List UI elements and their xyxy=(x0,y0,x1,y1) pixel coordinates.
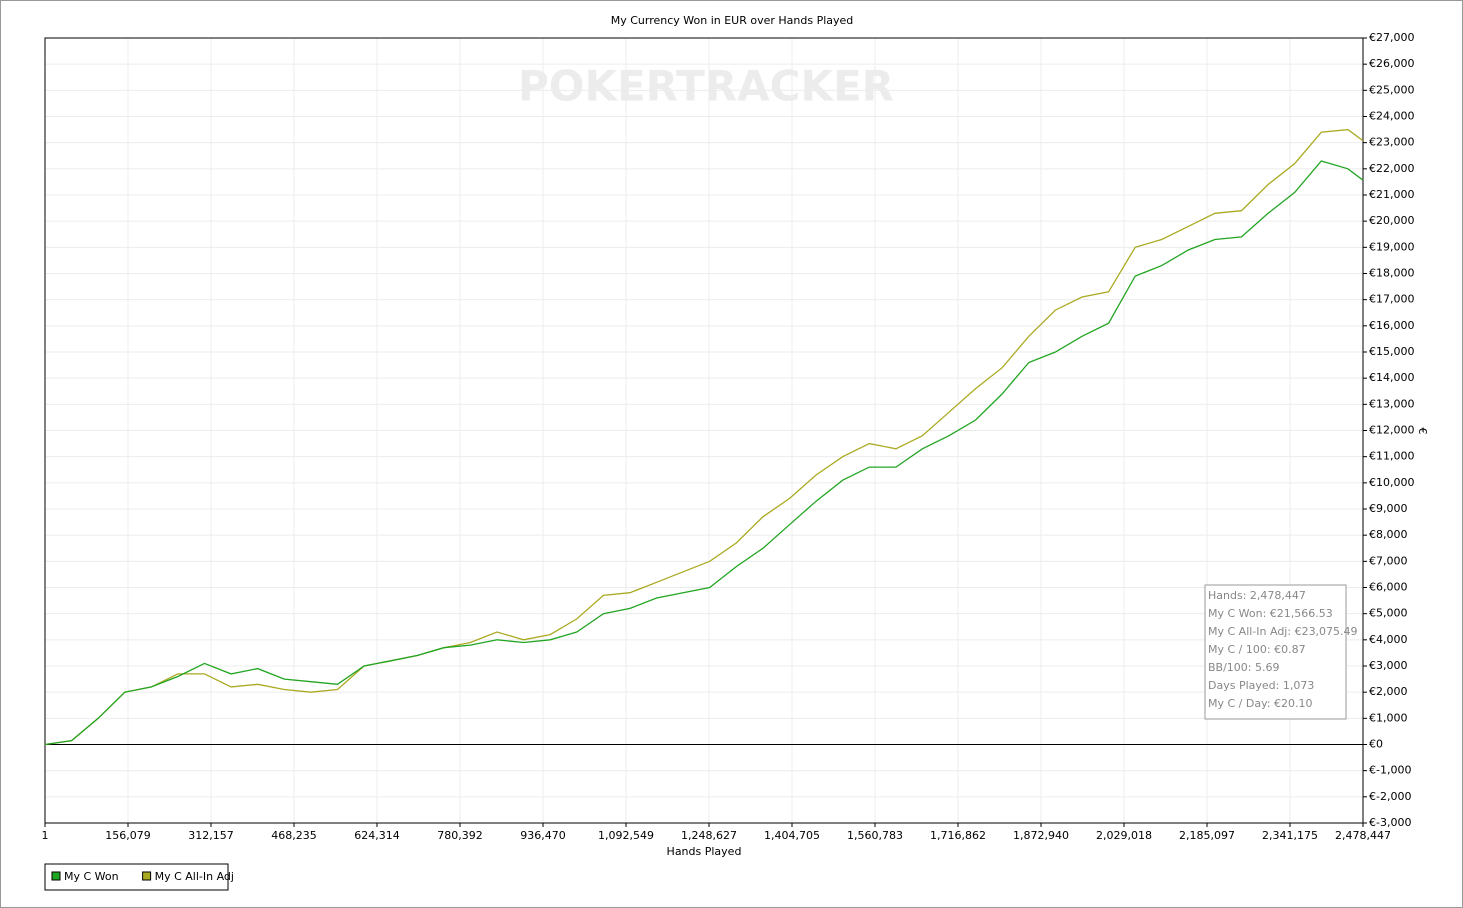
y-tick-label: €18,000 xyxy=(1369,267,1415,280)
y-tick-label: €17,000 xyxy=(1369,293,1415,306)
x-tick-label: 2,341,175 xyxy=(1262,829,1318,842)
legend-swatch xyxy=(142,871,152,881)
y-tick-label: €20,000 xyxy=(1369,214,1415,227)
plot-area xyxy=(44,37,1364,824)
legend xyxy=(44,863,229,891)
stat-line: BB/100: 5.69 xyxy=(1208,661,1280,674)
y-tick-label: €10,000 xyxy=(1369,476,1415,489)
stat-line: My C All-In Adj: €23,075.49 xyxy=(1208,625,1358,638)
x-tick-label: 156,079 xyxy=(105,829,151,842)
y-tick-label: €-2,000 xyxy=(1369,790,1411,803)
legend-label: My C All-In Adj xyxy=(155,870,234,883)
y-tick-label: €14,000 xyxy=(1369,371,1415,384)
y-tick-label: €1,000 xyxy=(1369,711,1408,724)
legend-swatch xyxy=(51,871,61,881)
y-tick-label: €7,000 xyxy=(1369,554,1408,567)
x-tick-label: 1,872,940 xyxy=(1013,829,1069,842)
y-tick-label: €15,000 xyxy=(1369,345,1415,358)
stat-line: Hands: 2,478,447 xyxy=(1208,589,1306,602)
y-tick-label: €13,000 xyxy=(1369,397,1415,410)
x-tick-label: 468,235 xyxy=(271,829,317,842)
series-line xyxy=(44,160,1364,746)
y-tick-label: €-3,000 xyxy=(1369,816,1411,829)
y-tick-label: €27,000 xyxy=(1369,31,1415,44)
y-tick-label: €12,000 xyxy=(1369,424,1415,437)
stats-box xyxy=(1204,584,1347,720)
y-tick-label: €0 xyxy=(1369,738,1383,751)
y-tick-label: €16,000 xyxy=(1369,319,1415,332)
stat-line: My C / 100: €0.87 xyxy=(1208,643,1306,656)
y-tick-label: €26,000 xyxy=(1369,57,1415,70)
y-tick-label: €8,000 xyxy=(1369,528,1408,541)
y-tick-label: €-1,000 xyxy=(1369,764,1411,777)
series-line xyxy=(44,128,1364,746)
y-tick-label: €4,000 xyxy=(1369,633,1408,646)
legend-label: My C Won xyxy=(64,870,119,883)
y-tick-label: €25,000 xyxy=(1369,83,1415,96)
y-tick-label: €11,000 xyxy=(1369,450,1415,463)
y-tick-label: €19,000 xyxy=(1369,240,1415,253)
stat-line: My C / Day: €20.10 xyxy=(1208,697,1313,710)
y-tick-label: €5,000 xyxy=(1369,607,1408,620)
x-axis-label: Hands Played xyxy=(667,845,742,858)
y-tick-label: €22,000 xyxy=(1369,162,1415,175)
stat-line: Days Played: 1,073 xyxy=(1208,679,1314,692)
x-tick-label: 624,314 xyxy=(354,829,400,842)
y-tick-label: €24,000 xyxy=(1369,110,1415,123)
x-tick-label: 1,248,627 xyxy=(681,829,737,842)
x-tick-label: 1 xyxy=(42,829,49,842)
x-tick-label: 2,029,018 xyxy=(1096,829,1152,842)
x-tick-label: 2,185,097 xyxy=(1179,829,1235,842)
y-tick-label: €6,000 xyxy=(1369,581,1408,594)
y-tick-label: €21,000 xyxy=(1369,188,1415,201)
x-tick-label: 1,560,783 xyxy=(847,829,903,842)
x-tick-label: 780,392 xyxy=(437,829,483,842)
x-tick-label: 1,716,862 xyxy=(930,829,986,842)
y-tick-label: €9,000 xyxy=(1369,502,1408,515)
x-tick-label: 936,470 xyxy=(520,829,566,842)
watermark: POKERTRACKER xyxy=(518,62,894,111)
y-axis-label: € xyxy=(1416,428,1429,435)
x-tick-label: 2,478,447 xyxy=(1335,829,1391,842)
y-tick-label: €23,000 xyxy=(1369,136,1415,149)
x-tick-label: 1,404,705 xyxy=(764,829,820,842)
stat-line: My C Won: €21,566.53 xyxy=(1208,607,1333,620)
chart-title: My Currency Won in EUR over Hands Played xyxy=(611,14,854,27)
x-tick-label: 1,092,549 xyxy=(598,829,654,842)
y-tick-label: €3,000 xyxy=(1369,659,1408,672)
x-tick-label: 312,157 xyxy=(188,829,234,842)
y-tick-label: €2,000 xyxy=(1369,685,1408,698)
